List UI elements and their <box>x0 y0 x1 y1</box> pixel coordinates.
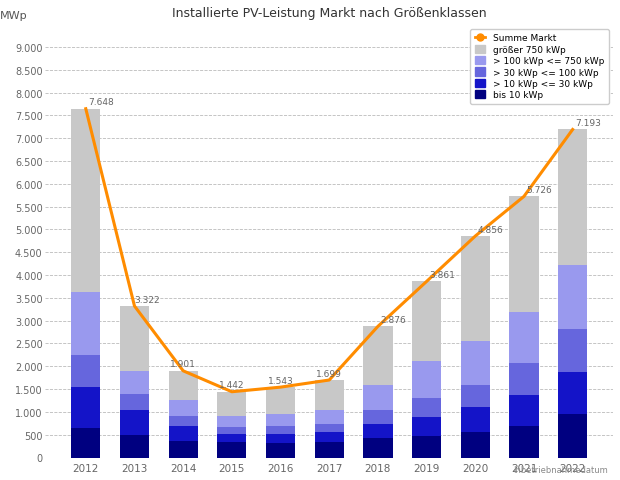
Bar <box>266 427 295 434</box>
Bar <box>71 429 100 457</box>
Bar <box>363 327 392 385</box>
Bar <box>412 282 441 361</box>
Bar <box>217 443 247 457</box>
Bar <box>558 265 587 329</box>
Bar <box>510 395 539 427</box>
Text: 3.861: 3.861 <box>429 270 455 279</box>
Bar <box>412 417 441 436</box>
Bar <box>120 435 149 457</box>
Bar <box>461 237 490 341</box>
Bar <box>314 443 344 457</box>
Bar <box>363 385 392 410</box>
Bar <box>558 414 587 457</box>
Bar <box>412 436 441 457</box>
Text: 1.901: 1.901 <box>170 360 196 369</box>
Bar <box>266 434 295 443</box>
Bar <box>169 417 198 427</box>
Text: 5.726: 5.726 <box>526 185 552 194</box>
Bar <box>363 438 392 457</box>
Bar <box>412 398 441 417</box>
Bar <box>510 313 539 363</box>
Text: Inbetriebnahmedatum: Inbetriebnahmedatum <box>513 465 608 474</box>
Bar <box>217 392 247 416</box>
Bar <box>120 410 149 435</box>
Bar <box>558 329 587 372</box>
Bar <box>169 427 198 441</box>
Text: 7.193: 7.193 <box>575 119 601 128</box>
Bar <box>120 394 149 410</box>
Bar <box>461 341 490 385</box>
Bar <box>266 387 295 414</box>
Bar <box>510 427 539 457</box>
Bar <box>558 372 587 414</box>
Title: Installierte PV-Leistung Markt nach Größenklassen: Installierte PV-Leistung Markt nach Größ… <box>172 7 487 20</box>
Bar <box>266 443 295 457</box>
Text: 4.856: 4.856 <box>478 225 503 234</box>
Bar <box>71 109 100 292</box>
Bar <box>363 410 392 424</box>
Text: 3.322: 3.322 <box>135 295 160 304</box>
Bar <box>71 356 100 387</box>
Legend: Summe Markt, größer 750 kWp, > 100 kWp <= 750 kWp, > 30 kWp <= 100 kWp, > 10 kWp: Summe Markt, größer 750 kWp, > 100 kWp <… <box>470 30 609 105</box>
Bar <box>169 401 198 417</box>
Bar <box>120 306 149 372</box>
Bar <box>217 416 247 427</box>
Bar <box>71 292 100 356</box>
Bar <box>363 424 392 438</box>
Text: 1.543: 1.543 <box>268 376 293 385</box>
Bar <box>510 197 539 313</box>
Text: 2.876: 2.876 <box>380 315 406 324</box>
Bar <box>120 372 149 394</box>
Bar <box>266 414 295 427</box>
Bar <box>461 385 490 408</box>
Bar <box>71 387 100 429</box>
Bar <box>510 363 539 395</box>
Bar <box>314 424 344 432</box>
Text: MWp: MWp <box>0 11 28 21</box>
Bar <box>461 432 490 457</box>
Bar <box>558 130 587 265</box>
Bar <box>314 380 344 410</box>
Bar <box>217 427 247 434</box>
Bar <box>169 371 198 401</box>
Bar <box>169 441 198 457</box>
Text: 1.699: 1.699 <box>316 369 342 378</box>
Text: 7.648: 7.648 <box>88 98 114 107</box>
Bar <box>461 408 490 432</box>
Text: 1.442: 1.442 <box>219 381 245 389</box>
Bar <box>217 434 247 443</box>
Bar <box>314 432 344 443</box>
Bar <box>314 410 344 424</box>
Bar <box>412 361 441 398</box>
